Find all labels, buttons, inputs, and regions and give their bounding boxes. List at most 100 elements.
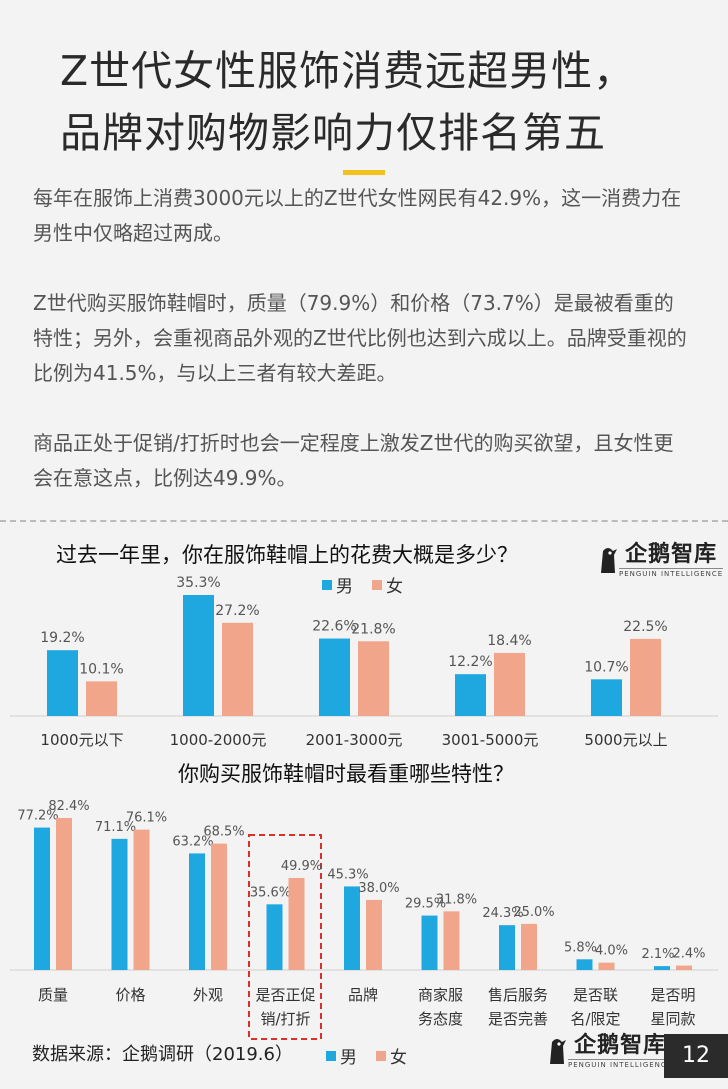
- chart2-bar-female-7: [598, 962, 615, 970]
- chart1-bars: 19.2% 10.1% 1000元以下 35.3% 27.2% 1000-2000元 22.…: [40, 575, 667, 749]
- chart1-value-label-female-2: 21.8%: [351, 621, 395, 637]
- chart1-bar-male-4: [591, 679, 622, 716]
- chart2-bar-male-6: [499, 925, 515, 970]
- page-number: 12: [664, 1034, 728, 1078]
- chart2-value-label-female-7: 4.0%: [595, 944, 628, 959]
- chart2-bar-male-7: [576, 959, 593, 970]
- chart2-bar-male-3: [266, 904, 283, 970]
- chart2-bar-male-8: [654, 966, 670, 970]
- chart2-value-label-male-8: 2.1%: [641, 947, 674, 962]
- chart2-value-label-male-5: 29.5%: [405, 897, 446, 912]
- chart2-category-label-7-0: 是否联: [573, 986, 618, 1004]
- chart2-legend-male-label: 男: [340, 1048, 357, 1068]
- chart1-value-label-female-1: 27.2%: [215, 603, 259, 619]
- logo-en-text: PENGUIN INTELLIGENCE: [568, 1059, 673, 1069]
- chart2-category-label-3-0: 是否正促: [255, 986, 315, 1004]
- chart2-value-label-female-1: 76.1%: [126, 811, 167, 826]
- chart1-legend-female-label: 女: [386, 577, 403, 597]
- chart2-category-label-8-0: 是否明: [650, 986, 695, 1004]
- chart2-bar-female-6: [521, 923, 537, 970]
- chart2-bar-female-4: [366, 899, 382, 970]
- chart1-category-label-4: 5000元以上: [584, 731, 667, 749]
- paragraph-1: 每年在服饰上消费3000元以上的Z世代女性网民有42.9%，这一消费力在男性中仅…: [33, 186, 682, 245]
- chart2-value-label-female-6: 25.0%: [513, 905, 554, 920]
- chart2-value-label-female-2: 68.5%: [203, 825, 244, 840]
- chart1-value-label-female-4: 22.5%: [623, 619, 667, 635]
- chart2-value-label-male-4: 45.3%: [327, 867, 368, 882]
- chart1-category-label-0: 1000元以下: [40, 731, 123, 749]
- chart2-legend: 男 女: [326, 1048, 407, 1068]
- chart2-bar-female-5: [443, 911, 460, 970]
- chart2-value-label-male-0: 77.2%: [17, 809, 58, 824]
- chart1-value-label-male-1: 35.3%: [176, 575, 220, 591]
- chart2-bar-male-5: [421, 915, 438, 970]
- section-divider: [0, 520, 728, 522]
- chart2-value-label-male-3: 35.6%: [250, 885, 291, 900]
- chart2-bar-male-4: [344, 886, 360, 970]
- summary-text: 每年在服饰上消费3000元以上的Z世代女性网民有42.9%，这一消费力在男性中仅…: [33, 181, 693, 531]
- chart2-value-label-female-3: 49.9%: [281, 859, 322, 874]
- chart2-value-label-female-4: 38.0%: [358, 881, 399, 896]
- chart1-value-label-male-3: 12.2%: [448, 654, 492, 670]
- chart2-value-label-male-6: 24.3%: [482, 906, 523, 921]
- logo-cn-text: 企鹅智库: [574, 1033, 667, 1058]
- chart2-category-label-3-1: 销/打折: [260, 1010, 310, 1028]
- penguin-icon: [601, 548, 617, 573]
- chart2-category-label-8-1: 星同款: [650, 1010, 695, 1028]
- paragraph-3: 商品正处于促销/打折时也会一定程度上激发Z世代的购买欲望，且女性更会在意这点，比…: [33, 431, 674, 490]
- chart1-category-label-3: 3001-5000元: [442, 731, 539, 749]
- chart1-value-label-female-0: 10.1%: [79, 661, 123, 677]
- chart2-category-label-0: 质量: [38, 986, 68, 1004]
- logo-cn-text: 企鹅智库: [625, 542, 718, 567]
- chart2-category-label-6-1: 是否完善: [488, 1010, 548, 1028]
- chart2-value-label-male-2: 63.2%: [172, 834, 213, 849]
- page-title: Z世代女性服饰消费远超男性， 品牌对购物影响力仅排名第五: [60, 40, 700, 164]
- chart1-legend: 男 女: [322, 577, 403, 597]
- chart2-title: 你购买服饰鞋帽时最看重哪些特性？: [178, 762, 514, 786]
- chart2-category-label-6-0: 售后服务: [488, 986, 548, 1004]
- chart1-bar-male-3: [455, 674, 486, 716]
- chart2-category-label-4: 品牌: [348, 986, 378, 1004]
- chart2-bar-female-8: [676, 965, 692, 970]
- title-line-1: Z世代女性服饰消费远超男性，: [60, 47, 636, 95]
- chart2-bar-male-0: [34, 827, 50, 970]
- chart2-highlight-box: [248, 834, 322, 1040]
- chart1-bar-female-2: [358, 641, 389, 716]
- chart2-category-label-5-0: 商家服: [418, 986, 463, 1004]
- chart1-bar-female-4: [630, 638, 661, 716]
- chart2-category-label-2: 外观: [193, 986, 223, 1004]
- chart1-legend-male-label: 男: [336, 577, 353, 597]
- chart2-bar-male-2: [189, 853, 205, 970]
- chart1-value-label-male-4: 10.7%: [584, 659, 628, 675]
- chart1-value-label-male-0: 19.2%: [40, 630, 84, 646]
- brand-logo-bottom: 企鹅智库 PENGUIN INTELLIGENCE: [546, 1033, 673, 1069]
- chart2-legend-male-swatch: [326, 1051, 336, 1061]
- chart1-bar-male-2: [319, 638, 350, 716]
- chart2-category-label-1: 价格: [115, 986, 145, 1004]
- chart2-bars: 77.2%82.4% 质量 71.1%76.1% 价格 63.2%68.5% 外观 35.6…: [17, 799, 705, 1028]
- chart1-value-label-male-2: 22.6%: [312, 619, 356, 635]
- chart2-category-label-7-1: 名/限定: [570, 1010, 620, 1028]
- chart1-category-label-2: 2001-3000元: [306, 731, 403, 749]
- brand-logo-top: 企鹅智库 PENGUIN INTELLIGENCE: [597, 542, 724, 578]
- chart1-bar-female-0: [86, 681, 117, 716]
- chart2-value-label-female-5: 31.8%: [436, 892, 477, 907]
- chart2-bar-male-1: [111, 838, 128, 970]
- chart2-bar-female-3: [288, 877, 305, 970]
- chart2-value-label-male-1: 71.1%: [95, 820, 136, 835]
- chart1-legend-female-swatch: [372, 580, 382, 590]
- chart1-category-label-1: 1000-2000元: [170, 731, 267, 749]
- chart2-bar-female-1: [133, 829, 150, 970]
- chart2-legend-female-label: 女: [390, 1048, 407, 1068]
- logo-en-text: PENGUIN INTELLIGENCE: [619, 568, 724, 578]
- chart2-bar-female-2: [211, 843, 227, 970]
- chart2-value-label-male-7: 5.8%: [564, 940, 597, 955]
- data-source: 数据来源：企鹅调研（2019.6）: [32, 1044, 293, 1065]
- chart1-legend-male-swatch: [322, 580, 332, 590]
- title-accent-bar: [343, 170, 385, 175]
- chart1-value-label-female-3: 18.4%: [487, 633, 531, 649]
- chart1-title: 过去一年里，你在服饰鞋帽上的花费大概是多少？: [56, 543, 518, 567]
- chart2-value-label-female-8: 2.4%: [672, 947, 705, 962]
- chart2-value-label-female-0: 82.4%: [48, 799, 89, 814]
